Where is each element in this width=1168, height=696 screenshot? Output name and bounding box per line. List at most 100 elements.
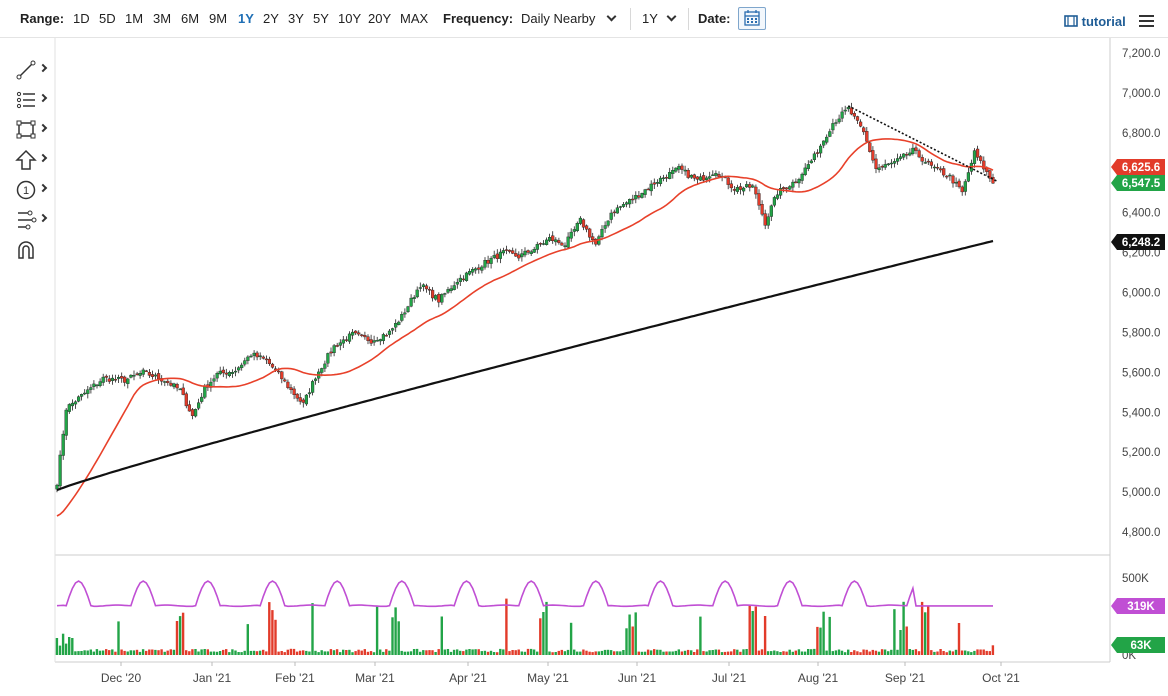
candle [652,178,656,189]
range-button-10y[interactable]: 10Y [338,11,362,26]
volume-bar [412,649,416,655]
candle [70,399,74,411]
candle [280,370,284,384]
volume-bar [243,650,246,655]
volume-bar [760,649,764,655]
volume-bar [295,651,299,655]
volume-bar [973,650,976,655]
period-select[interactable]: 1Y [642,11,658,26]
volume-bar [539,618,542,655]
candle [480,265,484,274]
volume-bar [948,650,951,655]
range-button-1y[interactable]: 1Y [238,11,254,26]
volume-bar [613,651,616,655]
volume-bar [200,649,203,655]
volume-bar [794,650,797,655]
range-button-6m[interactable]: 6M [181,11,200,26]
range-button-1m[interactable]: 1M [125,11,144,26]
line-tool-icon[interactable] [12,55,52,85]
volume-bar [123,650,126,655]
volume-bar [258,650,262,655]
tutorial-link[interactable]: tutorial [1064,14,1126,29]
volume-bar [86,650,89,655]
range-button-3m[interactable]: 3M [153,11,172,26]
menu-icon[interactable] [1139,15,1154,27]
volume-bar [422,650,425,655]
list-tool-icon[interactable] [12,85,52,115]
number-marker-icon[interactable]: 1 [12,175,52,205]
volume-bar [927,606,930,655]
range-button-1d[interactable]: 1D [73,11,90,26]
candle [548,233,552,242]
candle [153,372,158,380]
candle [905,152,909,160]
candle [113,374,118,383]
volume-bar [262,649,265,655]
volume-bar [452,649,456,655]
price-chart[interactable]: 7,200.0 7,000.0 6,800.0 6,400.0 6,200.0 6,000… [0,38,1168,696]
volume-bar [887,651,890,655]
candle [341,336,345,348]
volume-bar [323,651,326,655]
candle [674,167,678,173]
volume-bar [591,652,594,655]
chevron-down-icon[interactable] [606,11,617,22]
volume-bar [856,651,859,655]
volume-bar [252,650,256,655]
volume-bar [840,650,844,655]
candle [181,383,185,396]
volume-bar [108,650,111,655]
y-tick-label: 6,000.0 [1122,288,1160,300]
volume-bar [766,651,770,655]
svg-text:63K: 63K [1130,640,1152,652]
volume-bar [939,649,942,655]
date-label: Date: [698,11,731,26]
volume-bar [311,603,314,655]
volume-bar [825,650,828,655]
chevron-down-icon[interactable] [666,11,677,22]
candle [289,384,293,394]
candle [267,356,271,366]
volume-bar [656,649,659,655]
candle [403,308,407,318]
rectangle-tool-icon[interactable] [12,115,52,145]
range-button-5d[interactable]: 5D [99,11,116,26]
calendar-icon[interactable] [738,7,766,30]
volume-bar [542,612,545,655]
node-tool-icon[interactable] [12,205,52,235]
candle [745,181,749,188]
range-button-2y[interactable]: 2Y [263,11,279,26]
volume-bar [391,617,394,655]
candle [557,237,561,245]
range-button-3y[interactable]: 3Y [288,11,304,26]
candle [55,483,59,493]
range-button-max[interactable]: MAX [400,11,429,26]
candle [689,174,693,179]
volume-bar [751,611,754,655]
candle [797,177,801,188]
candle [126,377,130,389]
volume-bar [985,650,988,655]
volume-bar [437,649,440,655]
volume-bar [606,649,610,655]
range-button-9m[interactable]: 9M [209,11,228,26]
arrow-up-tool-icon[interactable] [12,145,52,175]
candle [763,209,767,230]
volume-bar [64,643,68,655]
candle [782,186,786,193]
range-button-20y[interactable]: 20Y [368,11,392,26]
candle [418,282,422,292]
candle [772,195,776,208]
candle [387,329,392,338]
tutorial-label[interactable]: tutorial [1081,14,1126,29]
ma50-price-tag: 6,625.6 [1111,159,1165,175]
x-tick-label: Sep '21 [885,671,926,685]
candle [754,184,758,199]
volume-bar [880,649,884,655]
candle [449,285,453,294]
range-button-5y[interactable]: 5Y [313,11,329,26]
magnet-icon[interactable] [12,235,52,265]
frequency-select[interactable]: Daily Nearby [521,11,596,26]
volume-bar [573,649,576,655]
moving-average-50-line [56,138,994,517]
